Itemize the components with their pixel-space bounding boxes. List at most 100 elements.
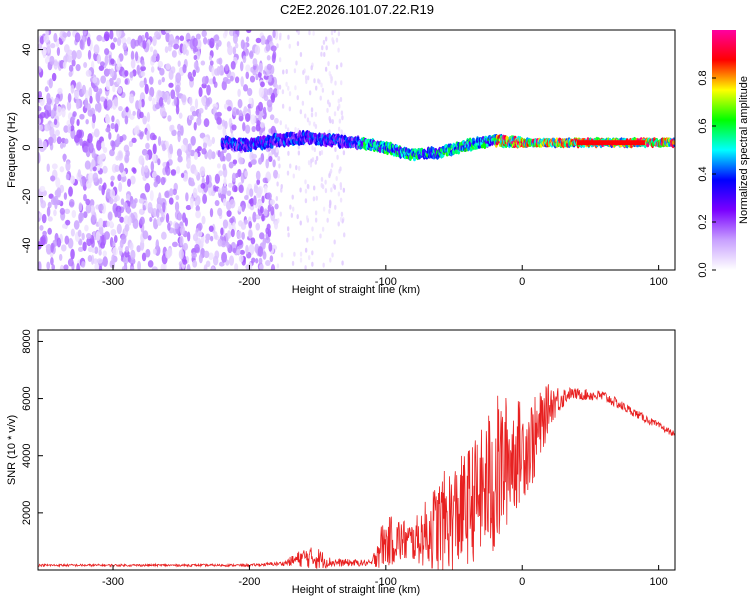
heat-cell [307, 255, 311, 261]
heat-cell [213, 231, 218, 240]
heat-cell [204, 238, 210, 244]
x-tick-label: -100 [375, 276, 397, 288]
heat-cell [195, 205, 200, 212]
heat-cell [270, 92, 276, 103]
heat-cell [324, 66, 328, 72]
heat-cell [142, 204, 146, 211]
heat-cell [108, 197, 114, 205]
heat-cell [133, 126, 140, 135]
heat-cell [186, 263, 191, 270]
heat-cell [130, 175, 136, 185]
y-tick-label: 0 [21, 144, 33, 150]
heat-cell [265, 43, 271, 52]
heat-cell [114, 123, 119, 133]
heat-cell [171, 129, 177, 137]
heat-cell [340, 142, 344, 149]
heat-cell [288, 91, 292, 97]
heat-cell [329, 257, 332, 263]
colorbar-tick-label: 0.6 [697, 118, 709, 133]
heat-cell [262, 106, 267, 115]
heat-cell [221, 80, 227, 91]
heat-cell [307, 160, 311, 166]
heat-cell [76, 263, 80, 270]
heat-cell [269, 255, 274, 263]
heat-cell [65, 219, 71, 226]
heat-cell [116, 133, 120, 144]
heat-cell [338, 118, 342, 124]
heat-cell [157, 90, 163, 97]
heat-cell [191, 110, 197, 117]
heat-cell [45, 102, 51, 111]
heat-cell [199, 166, 206, 177]
heat-cell [228, 255, 235, 266]
heat-cell [70, 175, 76, 185]
heat-cell [337, 31, 341, 37]
heat-cell [327, 61, 330, 67]
heat-cell [87, 133, 93, 144]
heat-cell [322, 262, 325, 268]
heat-cell [82, 175, 86, 187]
heat-cell [82, 30, 87, 36]
heat-cell [296, 41, 300, 47]
heat-cell [142, 39, 147, 50]
heat-cell [320, 149, 324, 155]
heat-cell [119, 239, 124, 249]
heat-cell [210, 235, 214, 242]
heat-cell [304, 113, 307, 119]
heat-cell [168, 82, 174, 88]
heat-cell [201, 30, 207, 38]
heat-cell [317, 141, 321, 146]
heat-cell [245, 244, 249, 255]
heat-cell [50, 257, 54, 266]
heat-cell [337, 98, 340, 104]
heat-cell [333, 111, 337, 117]
heat-cell [213, 34, 220, 42]
heat-cell [147, 201, 153, 213]
heat-cell [125, 150, 130, 158]
heat-cell [237, 88, 241, 98]
heat-cell [229, 217, 235, 224]
heat-cell [198, 87, 203, 98]
heat-cell [44, 86, 49, 92]
heat-cell [131, 137, 137, 143]
heat-cell [211, 190, 216, 197]
x-tick-label: -200 [238, 276, 260, 288]
heat-cell [273, 169, 279, 179]
heat-cell [56, 187, 62, 198]
heat-cell [61, 244, 67, 252]
heat-cell [236, 230, 242, 239]
heat-cell [75, 64, 81, 72]
heat-cell [47, 216, 53, 222]
heat-cell [189, 76, 194, 82]
heat-cell [270, 206, 275, 216]
heat-cell [201, 76, 207, 85]
heat-cell [55, 177, 61, 188]
heat-cell [258, 86, 265, 98]
heat-cell [207, 149, 213, 160]
heat-cell [66, 55, 73, 63]
heat-cell [113, 96, 118, 107]
heat-cell [110, 175, 115, 181]
heat-cell [296, 214, 299, 220]
heat-cell [64, 235, 70, 245]
heat-cell [65, 161, 71, 172]
heat-cell [109, 149, 115, 157]
heat-cell [197, 112, 202, 119]
heat-cell [242, 55, 247, 64]
heat-cell [239, 249, 245, 255]
heat-cell [251, 153, 257, 160]
heat-cell [191, 252, 197, 259]
heat-cell [304, 179, 307, 185]
heat-cell [75, 98, 80, 110]
heat-cell [106, 99, 113, 109]
heat-cell [63, 192, 68, 200]
heat-cell [83, 61, 88, 68]
heat-cell [206, 139, 213, 147]
heat-cell [227, 45, 233, 56]
heat-cell [298, 165, 301, 171]
heat-cell [274, 203, 279, 210]
heat-cell [88, 172, 94, 183]
heat-cell [245, 64, 251, 72]
heat-cell [126, 36, 132, 45]
y-tick-label: 20 [21, 92, 33, 104]
